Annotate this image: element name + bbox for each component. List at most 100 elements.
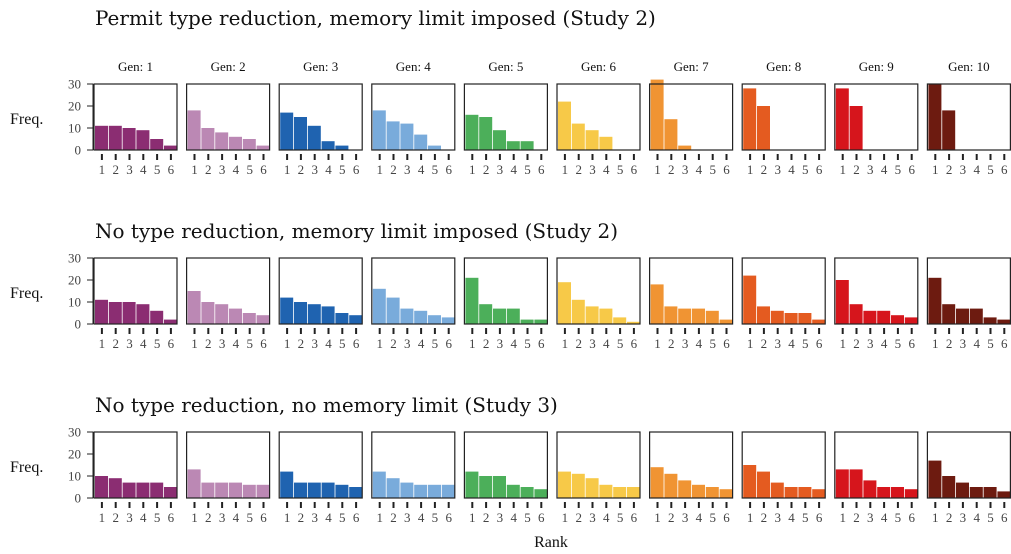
bar bbox=[242, 484, 256, 498]
bar bbox=[150, 482, 164, 498]
x-tick-label: 4 bbox=[788, 510, 795, 525]
bar bbox=[743, 275, 757, 324]
bar bbox=[108, 478, 122, 498]
y-tick-label: 0 bbox=[75, 317, 82, 332]
row-title: No type reduction, memory limit imposed … bbox=[95, 219, 618, 243]
bar bbox=[891, 315, 904, 324]
x-tick-label: 4 bbox=[140, 162, 147, 177]
bar bbox=[585, 306, 599, 324]
bar bbox=[372, 471, 386, 498]
x-tick-label: 4 bbox=[603, 336, 610, 351]
bar bbox=[969, 487, 983, 498]
x-tick-label: 5 bbox=[339, 336, 346, 351]
x-tick-label: 5 bbox=[987, 336, 994, 351]
bar bbox=[678, 308, 692, 324]
bar bbox=[520, 319, 534, 324]
panel-frame bbox=[463, 257, 548, 325]
bar bbox=[928, 84, 942, 150]
bar bbox=[386, 297, 400, 324]
bar bbox=[664, 473, 678, 498]
x-tick-label: 1 bbox=[562, 162, 569, 177]
x-tick-label: 1 bbox=[932, 336, 939, 351]
panel-frame bbox=[186, 257, 271, 325]
bar bbox=[770, 310, 784, 324]
bar bbox=[757, 306, 770, 324]
bar bbox=[891, 487, 904, 498]
x-tick-label: 1 bbox=[747, 336, 754, 351]
bar bbox=[414, 310, 428, 324]
bar bbox=[812, 319, 826, 324]
x-tick-label: 1 bbox=[191, 162, 198, 177]
x-tick-label: 3 bbox=[960, 510, 967, 525]
panel-frame bbox=[834, 431, 919, 499]
y-tick-label: 20 bbox=[68, 99, 81, 114]
x-tick-label: 4 bbox=[603, 510, 610, 525]
bar bbox=[256, 145, 270, 150]
x-tick-label: 6 bbox=[445, 510, 452, 525]
panel-frame bbox=[371, 83, 456, 151]
bar bbox=[904, 489, 918, 498]
panel-frame bbox=[926, 431, 1011, 499]
bar bbox=[599, 308, 613, 324]
bar bbox=[784, 313, 798, 324]
panel-label: Gen: 4 bbox=[396, 59, 432, 74]
x-tick-label: 2 bbox=[946, 162, 953, 177]
bar bbox=[719, 319, 733, 324]
panel-label: Gen: 6 bbox=[581, 59, 617, 74]
panel-frame bbox=[741, 257, 826, 325]
bar bbox=[465, 471, 479, 498]
x-tick-label: 5 bbox=[339, 162, 346, 177]
x-tick-label: 3 bbox=[682, 336, 689, 351]
y-tick-label: 0 bbox=[75, 143, 82, 158]
bar bbox=[321, 141, 335, 150]
x-tick-label: 1 bbox=[469, 162, 476, 177]
x-tick-label: 6 bbox=[816, 336, 823, 351]
x-tick-label: 3 bbox=[867, 510, 874, 525]
bar bbox=[307, 482, 321, 498]
bar bbox=[414, 134, 428, 150]
x-tick-label: 3 bbox=[682, 510, 689, 525]
bar bbox=[835, 469, 849, 498]
bar bbox=[294, 302, 307, 324]
bar bbox=[294, 117, 307, 150]
bar bbox=[108, 125, 122, 150]
bar bbox=[428, 484, 441, 498]
bar bbox=[877, 310, 891, 324]
x-tick-label: 3 bbox=[219, 162, 226, 177]
bar bbox=[386, 478, 400, 498]
x-tick-label: 3 bbox=[589, 510, 596, 525]
x-tick-label: 5 bbox=[617, 510, 624, 525]
bar bbox=[956, 308, 969, 324]
bar bbox=[400, 482, 414, 498]
x-tick-label: 3 bbox=[867, 162, 874, 177]
bar bbox=[441, 317, 455, 324]
x-tick-label: 3 bbox=[311, 162, 318, 177]
panel-label: Gen: 8 bbox=[766, 59, 801, 74]
x-tick-label: 4 bbox=[140, 510, 147, 525]
x-tick-label: 3 bbox=[126, 162, 133, 177]
x-tick-label: 1 bbox=[284, 162, 291, 177]
bar bbox=[627, 321, 640, 324]
x-tick-label: 3 bbox=[404, 336, 411, 351]
bar bbox=[997, 319, 1011, 324]
panel-label: Gen: 5 bbox=[488, 59, 523, 74]
x-tick-label: 1 bbox=[99, 162, 106, 177]
panel-frame bbox=[648, 431, 734, 499]
x-tick-label: 4 bbox=[140, 336, 147, 351]
bar bbox=[229, 482, 242, 498]
panel-frame bbox=[556, 431, 641, 499]
panel-frame bbox=[556, 257, 641, 325]
panel-label: Gen: 2 bbox=[211, 59, 246, 74]
x-tick-label: 3 bbox=[774, 162, 781, 177]
x-tick-label: 4 bbox=[973, 336, 980, 351]
x-tick-label: 5 bbox=[246, 336, 253, 351]
x-tick-label: 1 bbox=[376, 336, 383, 351]
x-tick-label: 6 bbox=[538, 162, 545, 177]
x-tick-label: 3 bbox=[311, 510, 318, 525]
x-tick-label: 4 bbox=[696, 162, 703, 177]
bar bbox=[534, 489, 548, 498]
panel-frame bbox=[648, 257, 734, 325]
bar bbox=[441, 484, 455, 498]
bar bbox=[997, 491, 1011, 498]
bar bbox=[650, 284, 664, 324]
